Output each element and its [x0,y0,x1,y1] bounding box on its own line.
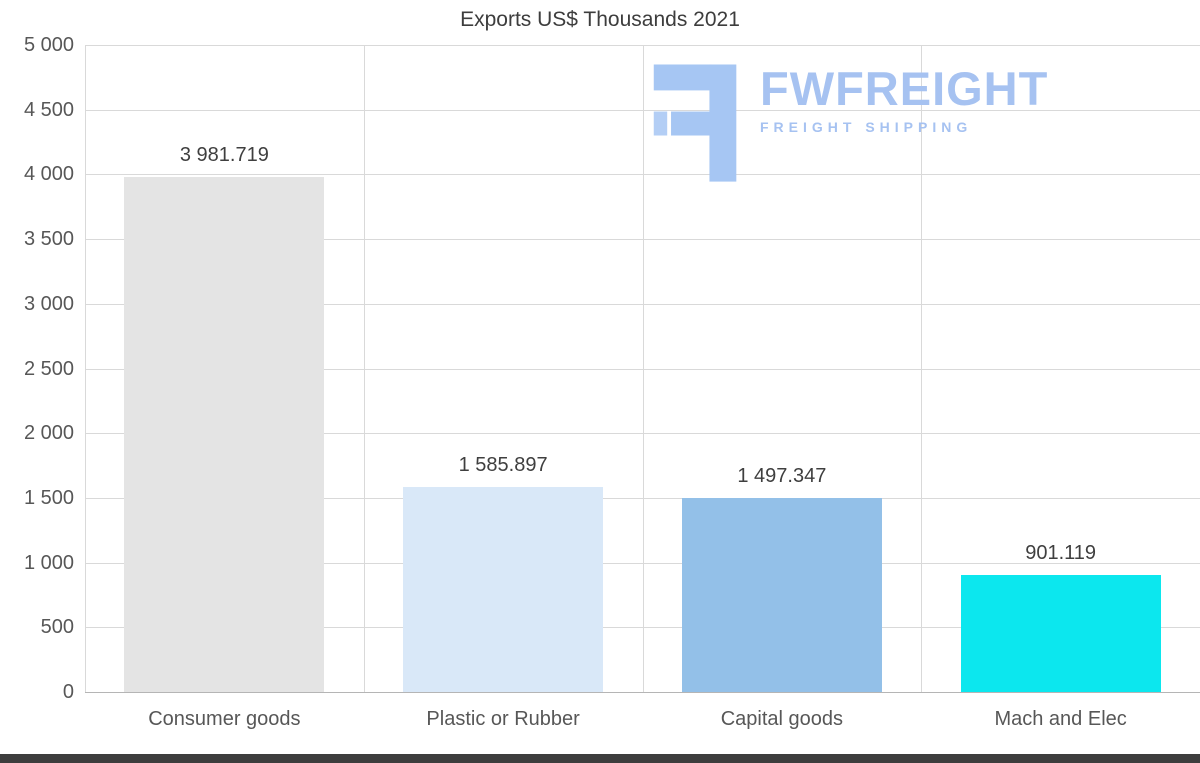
bottom-edge-bar [0,754,1200,763]
gridline-vertical [642,45,644,692]
chart-title: Exports US$ Thousands 2021 [460,8,740,31]
watermark-logo: FWFREIGHT FREIGHT SHIPPING [648,64,1068,189]
bar-capital-goods [681,498,882,692]
y-tick-label: 1 000 [23,551,74,574]
bar-value-label: 1 585.897 [458,453,548,476]
watermark-subtitle: FREIGHT SHIPPING [760,119,973,136]
y-tick-label: 0 [62,681,74,703]
y-tick-label: 3 500 [23,228,74,251]
x-category-label: Mach and Elec [994,708,1127,730]
bar-value-label: 901.119 [1025,542,1097,565]
y-tick-label: 3 000 [23,292,74,315]
watermark-brand: FWFREIGHT [760,62,1049,115]
gridline-vertical [921,45,923,692]
gridline-vertical [363,45,365,692]
bar-value-label: 3 981.719 [179,143,269,166]
fwfreight-logo-icon [648,64,744,189]
y-tick-label: 2 000 [23,422,74,445]
x-category-label: Capital goods [720,708,844,730]
y-tick-label: 500 [40,616,74,639]
bar-value-label: 1 497.347 [737,465,827,488]
bar-plastic-or-rubber [403,486,604,692]
y-tick-label: 2 500 [23,357,74,380]
x-category-label: Consumer goods [148,708,301,730]
bar-mach-and-elec [960,575,1161,692]
y-tick-label: 4 500 [23,98,74,121]
x-category-label: Plastic or Rubber [426,708,580,730]
y-tick-label: 1 500 [23,486,74,509]
watermark-text: FWFREIGHT FREIGHT SHIPPING [760,62,1068,136]
y-tick-label: 4 000 [23,163,74,186]
bar-consumer-goods [124,176,325,692]
y-axis-line [85,45,86,692]
y-tick-label: 5 000 [23,34,74,56]
x-axis-line [85,692,1200,693]
